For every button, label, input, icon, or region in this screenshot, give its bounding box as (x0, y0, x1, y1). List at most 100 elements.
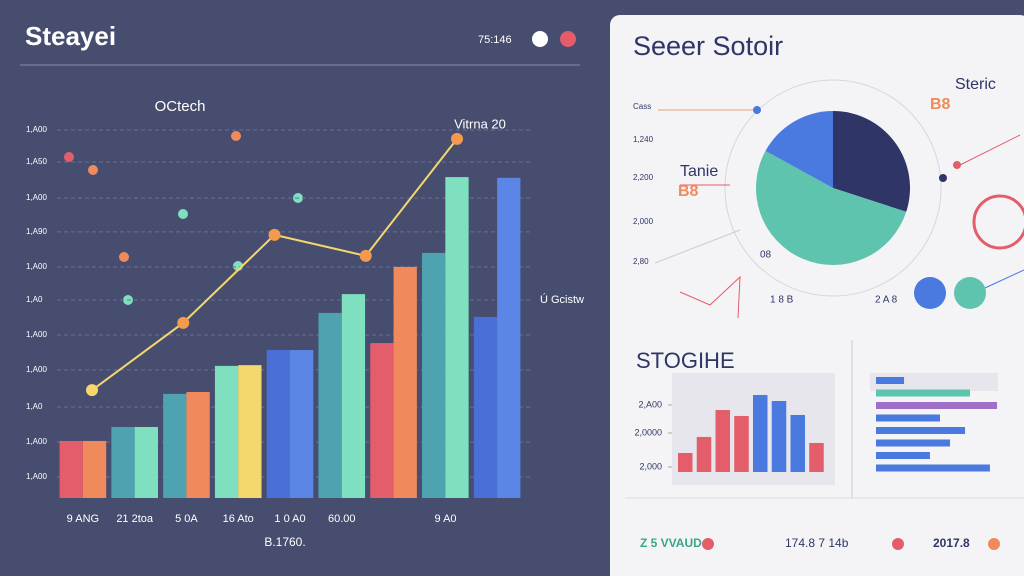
bar (186, 392, 210, 498)
point (177, 316, 190, 329)
y-tick-label: 2,000 (639, 461, 662, 471)
stat: 174.8 7 14b (785, 536, 849, 550)
y-tick-label: 1,A0 (26, 295, 43, 304)
x-tick-label: 9 ANG (67, 513, 99, 525)
bar (445, 177, 469, 498)
pie-slice (755, 150, 907, 266)
bar (809, 442, 824, 472)
bar (876, 377, 905, 384)
node (753, 106, 761, 114)
point (451, 132, 463, 145)
bar (111, 426, 135, 498)
bar (422, 252, 446, 498)
bar (790, 414, 805, 472)
side-label: 1,240 (633, 135, 654, 144)
ring-icon (972, 194, 1024, 250)
x-tick-label: 60.00 (328, 513, 356, 525)
x-tick-label: 5 0A (175, 513, 198, 525)
bar (318, 312, 342, 498)
clock: 75:146 (478, 34, 512, 46)
x-tick-label: 9 A0 (435, 513, 457, 525)
point (86, 384, 98, 397)
bar (82, 440, 107, 498)
bar (214, 365, 239, 498)
annotation: Steric (955, 76, 996, 93)
bar (678, 452, 693, 472)
bar (696, 436, 712, 472)
bar (876, 402, 998, 409)
annotation: 08 (760, 250, 772, 261)
bar (876, 414, 940, 422)
bar (734, 415, 749, 472)
point (359, 249, 372, 262)
y-tick-label: 1,A90 (26, 227, 47, 236)
node (939, 174, 947, 182)
annotation: B8 (930, 96, 951, 113)
bar (876, 389, 970, 397)
bar (715, 410, 730, 472)
bar (370, 343, 394, 498)
x-tick-label: 1 0 A0 (274, 513, 305, 525)
node (953, 161, 961, 169)
annotation: 1 8 B (770, 295, 794, 306)
bar (473, 316, 498, 498)
stat: Z 5 VVAUD (640, 536, 702, 550)
brand: Steayei (25, 21, 116, 51)
y-tick-label: 1,A00 (26, 330, 47, 339)
x-tick-label: 21 2toa (116, 513, 154, 525)
stat: 2017.8 (933, 536, 970, 550)
y-tick-label: 2,0000 (634, 427, 662, 437)
bar (341, 294, 366, 498)
annotation: Tanie (680, 163, 718, 180)
side-label: 2,80 (633, 257, 649, 266)
annotation: 2 A 8 (875, 295, 898, 306)
bar (134, 426, 158, 498)
icon[interactable] (560, 31, 576, 47)
bar (876, 452, 930, 459)
bar (59, 440, 83, 498)
panel-title: Seeer Sotoir (633, 31, 783, 61)
side-label: 2,200 (633, 173, 654, 182)
y-tick-label: 1,A00 (26, 193, 47, 202)
bar (290, 350, 314, 498)
icon[interactable] (532, 31, 548, 47)
y-tick-label: 1,A50 (26, 157, 47, 166)
y-tick-label: 1,A00 (26, 125, 47, 134)
dots (64, 131, 303, 305)
bar (238, 365, 262, 498)
connectors (654, 109, 1024, 319)
pie-slice (833, 111, 910, 212)
ring (724, 79, 942, 297)
bar (393, 266, 417, 498)
side-label: 2,000 (633, 217, 654, 226)
annotation: B8 (678, 183, 699, 200)
icon (988, 538, 1000, 550)
y-axis-label: Ú Gcistw (540, 293, 584, 306)
x-axis-label: B.1760. (264, 535, 305, 549)
bar (163, 393, 187, 498)
y-tick-label: 1,A0 (26, 402, 43, 411)
icon (892, 538, 904, 550)
chart-title: OCtech (155, 98, 206, 115)
x-tick-label: 16 Ato (223, 513, 254, 525)
bar (753, 394, 768, 472)
y-tick-label: 1,A00 (26, 472, 47, 481)
bar (876, 439, 951, 447)
bar (266, 350, 290, 498)
y-tick-label: 1,A00 (26, 262, 47, 271)
bar (876, 464, 990, 472)
badge (914, 277, 946, 309)
bar (497, 177, 521, 498)
annotation: Vitrna 20 (454, 116, 506, 131)
y-tick-label: 1,A00 (26, 365, 47, 374)
y-tick-label: 1,A00 (26, 437, 47, 446)
bar (876, 427, 966, 434)
bar (771, 401, 787, 472)
y-tick-label: 2,A00 (638, 399, 662, 409)
badge (954, 277, 986, 309)
icon (702, 538, 714, 550)
section-title: STOGIHE (636, 348, 735, 373)
side-label: Cass (633, 102, 651, 111)
point (268, 228, 281, 241)
